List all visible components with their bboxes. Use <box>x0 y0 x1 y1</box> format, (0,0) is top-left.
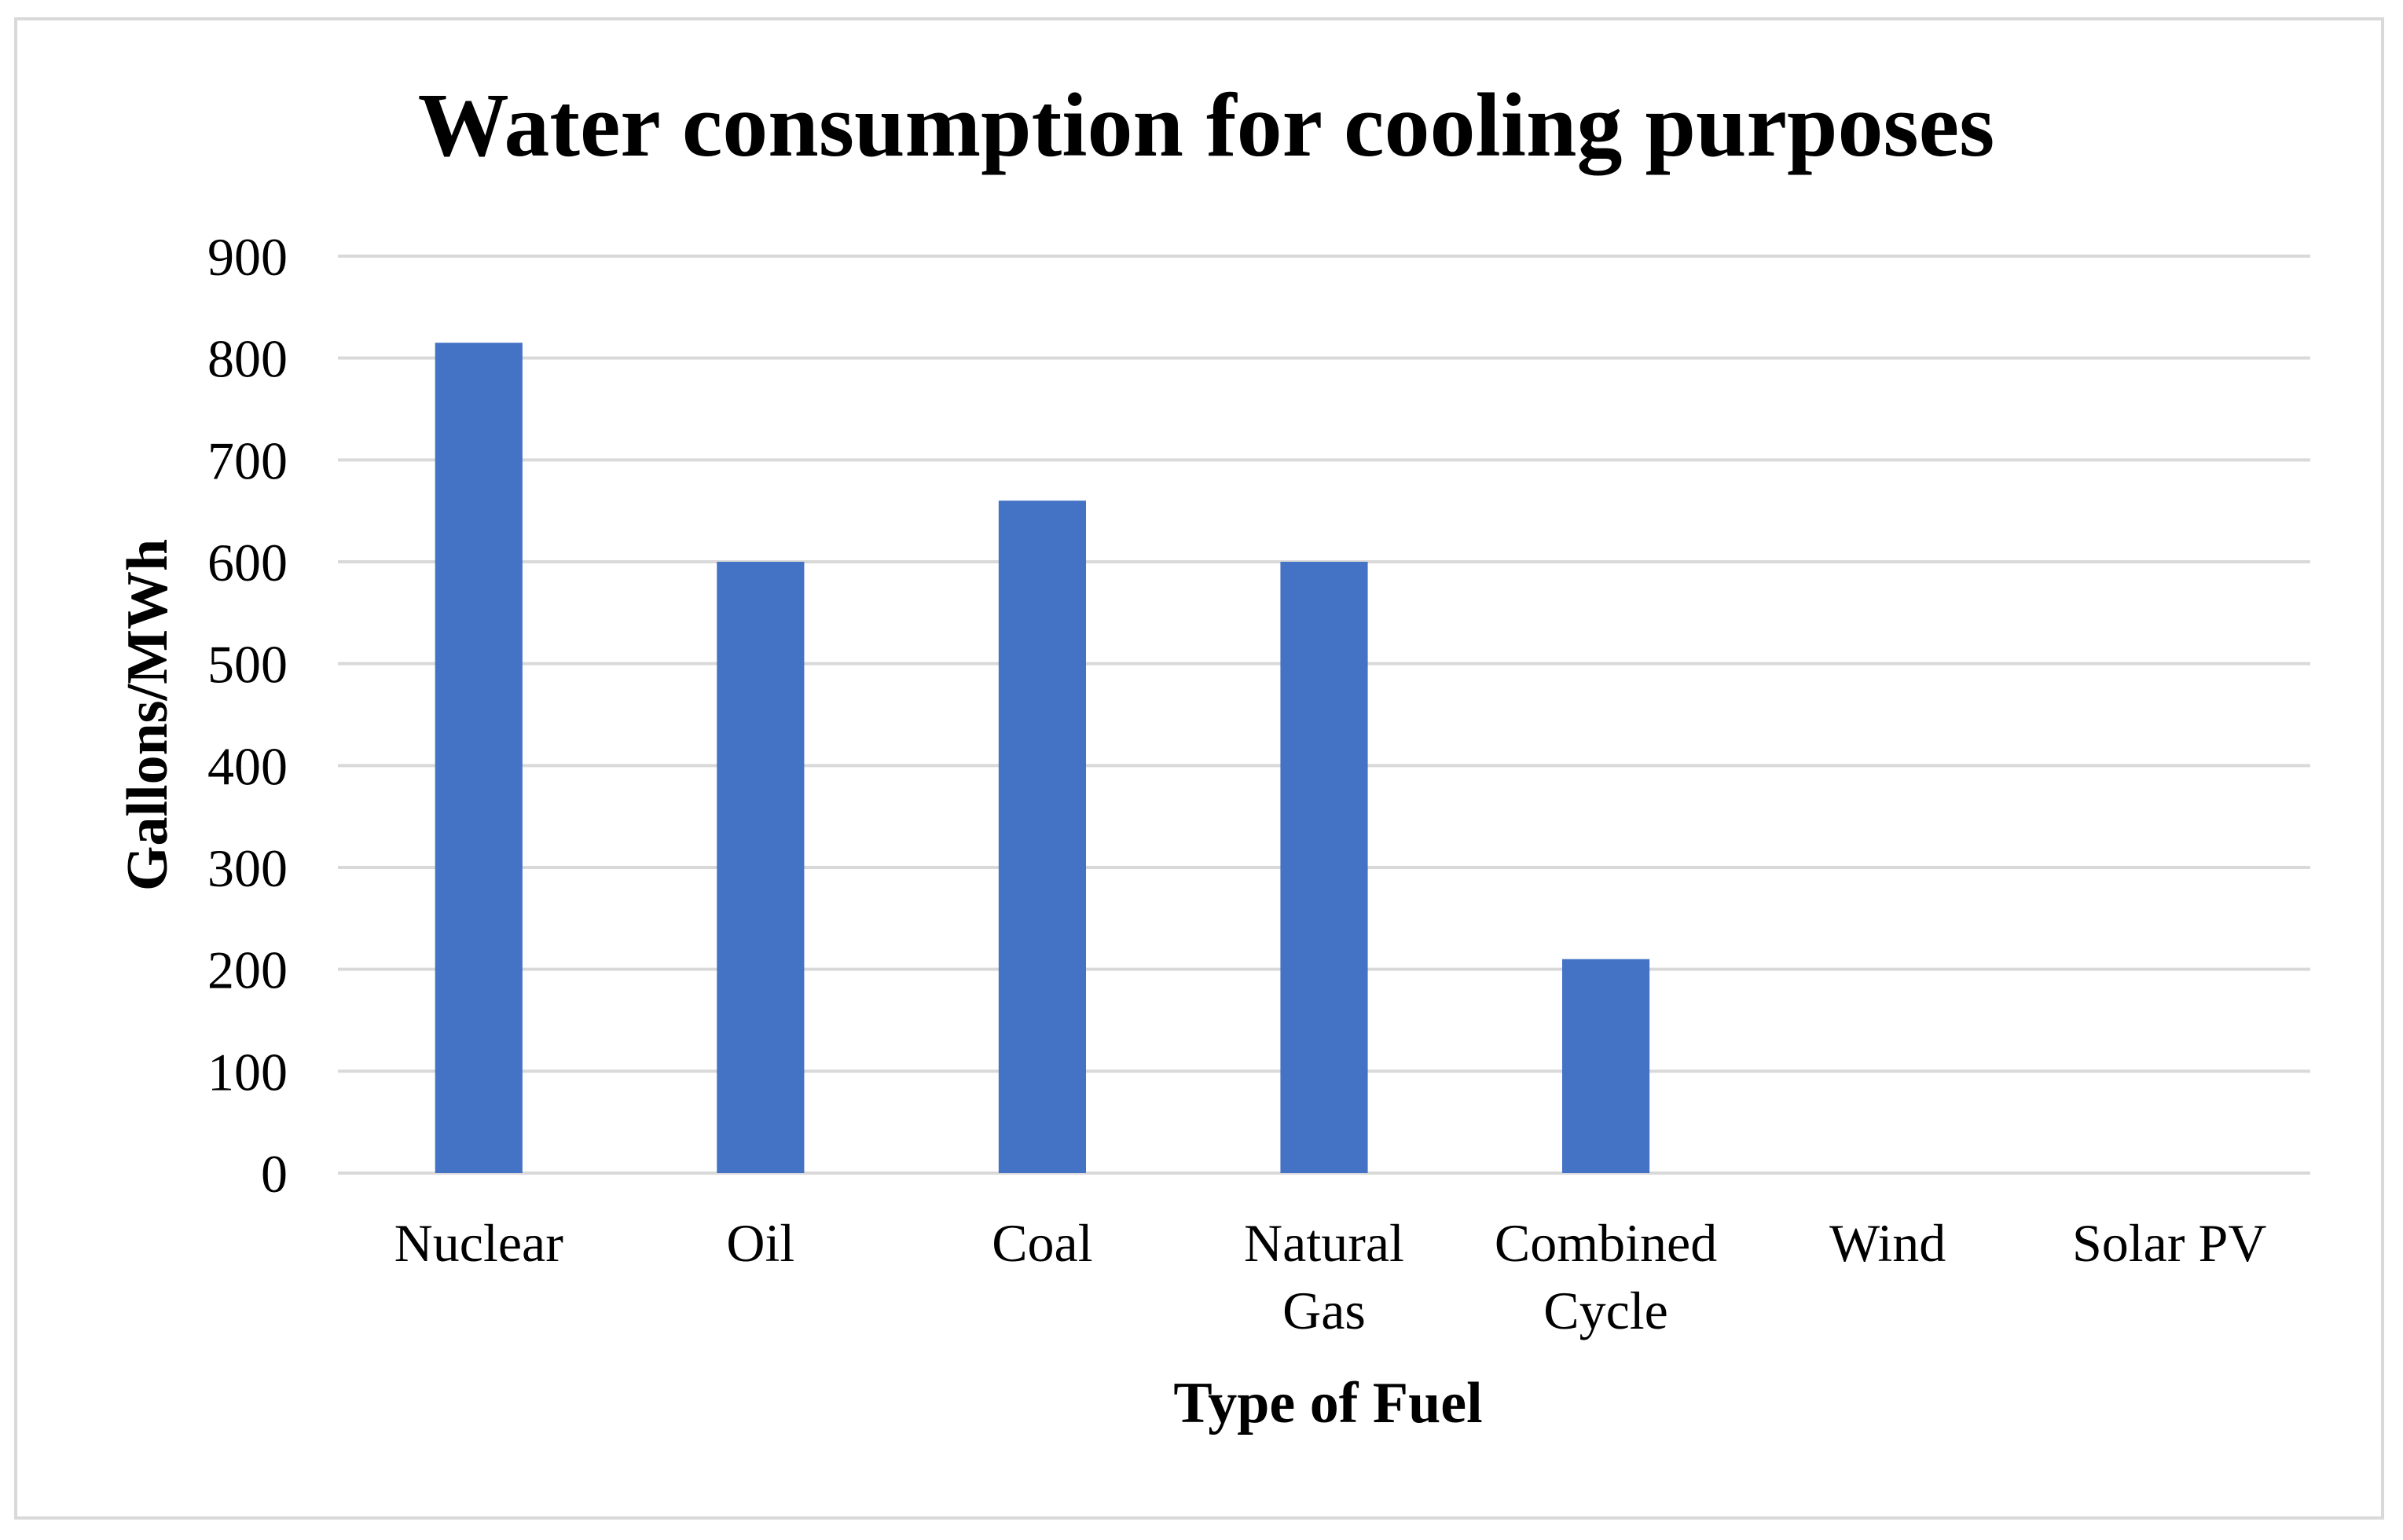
x-tick-label-line: Wind <box>1829 1213 1946 1273</box>
bar-combined-cycle <box>1561 959 1650 1173</box>
y-tick-label: 400 <box>207 736 288 796</box>
x-axis-title: Type of Fuel <box>1173 1371 1482 1436</box>
chart-frame <box>14 17 2384 1520</box>
bar-nuclear <box>435 343 523 1173</box>
x-tick-label-line: Coal <box>992 1213 1092 1273</box>
x-tick-label: Coal <box>992 1213 1092 1273</box>
x-tick-label-line: Nuclear <box>394 1213 564 1273</box>
bars <box>435 343 1650 1173</box>
chart-title: Water consumption for cooling purposes <box>418 75 1995 176</box>
y-tick-label: 200 <box>207 940 288 1000</box>
x-tick-label: Wind <box>1829 1213 1946 1273</box>
y-tick-label: 600 <box>207 533 288 592</box>
x-tick-label: Oil <box>726 1213 794 1273</box>
bar-natural-gas <box>1280 562 1368 1173</box>
y-tick-label: 800 <box>207 329 288 389</box>
x-tick-label-line: Gas <box>1282 1281 1366 1340</box>
y-tick-label: 700 <box>207 431 288 490</box>
x-tick-label-line: Cycle <box>1543 1281 1668 1340</box>
x-tick-label-line: Oil <box>726 1213 794 1273</box>
x-axis-tick-labels: Nuclear Oil Coal Natural Gas Combined Cycle Win… <box>394 1213 2267 1340</box>
x-tick-label-line: Natural <box>1244 1213 1404 1273</box>
bar-oil <box>717 562 805 1173</box>
y-tick-label: 100 <box>207 1042 288 1102</box>
y-tick-label: 0 <box>261 1144 288 1204</box>
x-tick-label: Solar PV <box>2072 1213 2266 1273</box>
y-axis-tick-labels: 0 100 200 300 400 500 600 700 800 900 <box>207 227 288 1204</box>
gridlines <box>338 255 2310 1175</box>
bar-coal <box>998 500 1087 1173</box>
y-tick-label: 500 <box>207 635 288 695</box>
x-tick-label: Natural Gas <box>1244 1213 1404 1340</box>
x-tick-label-line: Solar PV <box>2072 1213 2266 1273</box>
y-tick-label: 900 <box>207 227 288 287</box>
y-axis-title: Gallons/MWh <box>116 539 180 891</box>
y-tick-label: 300 <box>207 838 288 898</box>
x-tick-label: Combined Cycle <box>1495 1213 1717 1340</box>
x-tick-label-line: Combined <box>1495 1213 1717 1273</box>
x-tick-label: Nuclear <box>394 1213 564 1273</box>
